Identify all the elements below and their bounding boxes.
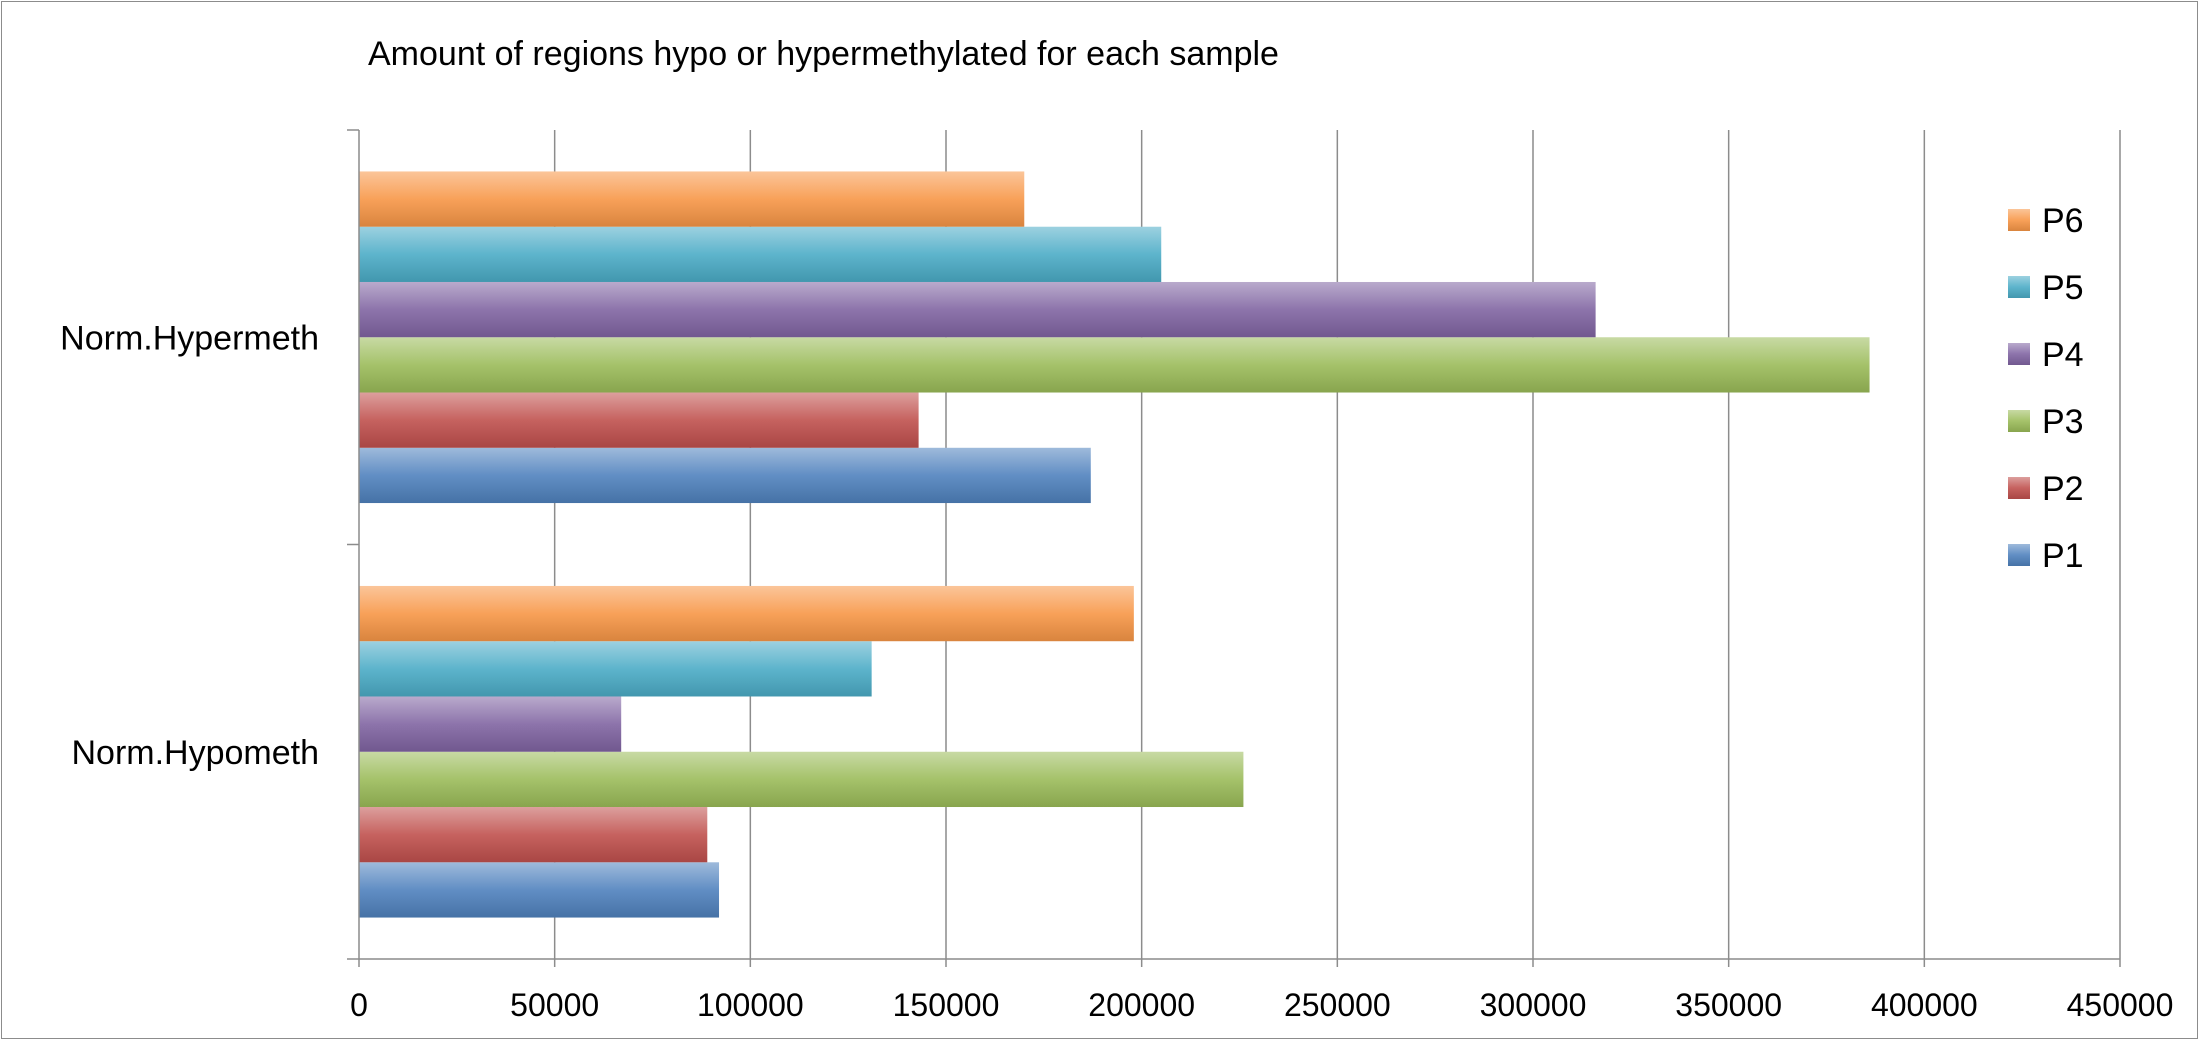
x-tick-label: 0 — [350, 987, 368, 1023]
x-tick-label: 350000 — [1675, 987, 1782, 1023]
bar-p3-norm-hypermeth — [359, 337, 1870, 393]
bar-p5-norm-hypometh — [359, 641, 872, 697]
bar-p4-norm-hypermeth — [359, 281, 1596, 338]
legend-label: P2 — [2042, 470, 2084, 508]
x-tick-label: 450000 — [2067, 987, 2174, 1023]
legend-label: P1 — [2042, 537, 2084, 575]
legend-swatch — [2008, 544, 2030, 566]
bar-p2-norm-hypermeth — [359, 392, 919, 448]
bar-p2-norm-hypometh — [359, 807, 708, 863]
x-tick-label: 200000 — [1088, 987, 1195, 1023]
x-tick-label: 400000 — [1871, 987, 1978, 1023]
x-tick-label: 300000 — [1480, 987, 1587, 1023]
category-label: Norm.Hypermeth — [60, 319, 319, 357]
legend-swatch — [2008, 477, 2030, 499]
bar-p1-norm-hypermeth — [359, 447, 1091, 504]
bar-p3-norm-hypometh — [359, 751, 1244, 808]
legend-swatch — [2008, 410, 2030, 432]
bar-p6-norm-hypometh — [359, 585, 1134, 642]
x-tick-label: 50000 — [510, 987, 599, 1023]
legend-swatch — [2008, 343, 2030, 365]
legend-swatch — [2008, 276, 2030, 298]
category-label: Norm.Hypometh — [71, 734, 319, 772]
x-tick-label: 150000 — [893, 987, 1000, 1023]
bar-p6-norm-hypermeth — [359, 171, 1025, 227]
legend-label: P4 — [2042, 336, 2084, 374]
bar-p4-norm-hypometh — [359, 696, 622, 752]
bar-p1-norm-hypometh — [359, 862, 720, 918]
legend-label: P6 — [2042, 202, 2084, 240]
x-tick-label: 250000 — [1284, 987, 1391, 1023]
legend-label: P5 — [2042, 269, 2084, 307]
bars — [359, 171, 1870, 918]
legend-swatch — [2008, 209, 2030, 231]
axes: 0 50000 100000 150000 200000 250000 300000 3500… — [60, 129, 2174, 1023]
legend: P6 P5 P4 P3 P2 P1 — [2008, 202, 2084, 575]
bar-p5-norm-hypermeth — [359, 226, 1162, 282]
chart-title: Amount of regions hypo or hypermethylate… — [368, 35, 1279, 73]
x-tick-label: 100000 — [697, 987, 804, 1023]
legend-label: P3 — [2042, 403, 2084, 441]
